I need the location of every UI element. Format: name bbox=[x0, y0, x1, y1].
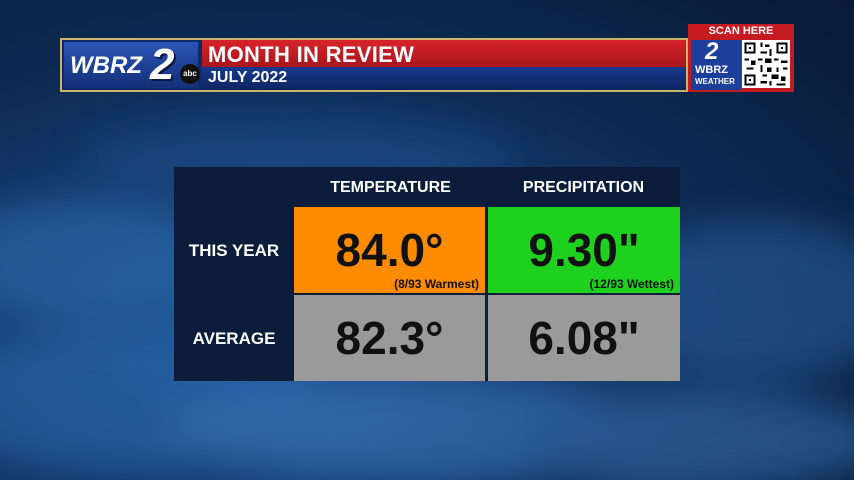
page-subtitle: JULY 2022 bbox=[208, 69, 288, 86]
average-precipitation-value: 6.08" bbox=[528, 312, 640, 364]
cell-this-year-temperature: 84.0° (8/93 Warmest) bbox=[294, 207, 485, 293]
station-logo: WBRZ 2 abc bbox=[64, 40, 200, 89]
cell-average-precipitation: 6.08" bbox=[488, 295, 680, 381]
title-bar bbox=[202, 40, 686, 67]
this-year-temperature-value: 84.0° bbox=[335, 224, 444, 276]
page-title: MONTH IN REVIEW bbox=[208, 42, 415, 67]
weather-logo-sub: WEATHER bbox=[695, 77, 735, 86]
subtitle-bar bbox=[202, 67, 686, 90]
cell-this-year-precipitation: 9.30" (12/93 Wettest) bbox=[488, 207, 680, 293]
weather-logo-number: 2 bbox=[705, 38, 719, 65]
qr-code-icon[interactable] bbox=[742, 40, 790, 88]
cell-average-temperature: 82.3° bbox=[294, 295, 485, 381]
average-temperature-value: 82.3° bbox=[335, 312, 444, 364]
qr-label: SCAN HERE bbox=[708, 25, 774, 37]
this-year-precipitation-value: 9.30" bbox=[528, 224, 640, 276]
weather-logo-text: WBRZ bbox=[695, 64, 728, 76]
qr-widget: SCAN HERE 2 WBRZ WEATHER bbox=[688, 24, 794, 92]
review-table: TEMPERATURE PRECIPITATION THIS YEAR AVER… bbox=[174, 167, 680, 381]
weather-logo: 2 WBRZ WEATHER bbox=[691, 38, 741, 90]
row-header-average: AVERAGE bbox=[192, 329, 276, 348]
column-header-precipitation: PRECIPITATION bbox=[522, 179, 645, 196]
this-year-temperature-rank: (8/93 Warmest) bbox=[394, 277, 479, 291]
column-header-temperature: TEMPERATURE bbox=[330, 179, 451, 196]
network-badge: abc bbox=[180, 64, 200, 84]
header-banner: WBRZ 2 abc MONTH IN REVIEW JULY 2022 bbox=[60, 38, 688, 92]
logo-number: 2 bbox=[150, 40, 175, 89]
logo-text: WBRZ bbox=[70, 52, 142, 79]
this-year-precipitation-rank: (12/93 Wettest) bbox=[589, 277, 674, 291]
row-header-this-year: THIS YEAR bbox=[188, 241, 280, 260]
